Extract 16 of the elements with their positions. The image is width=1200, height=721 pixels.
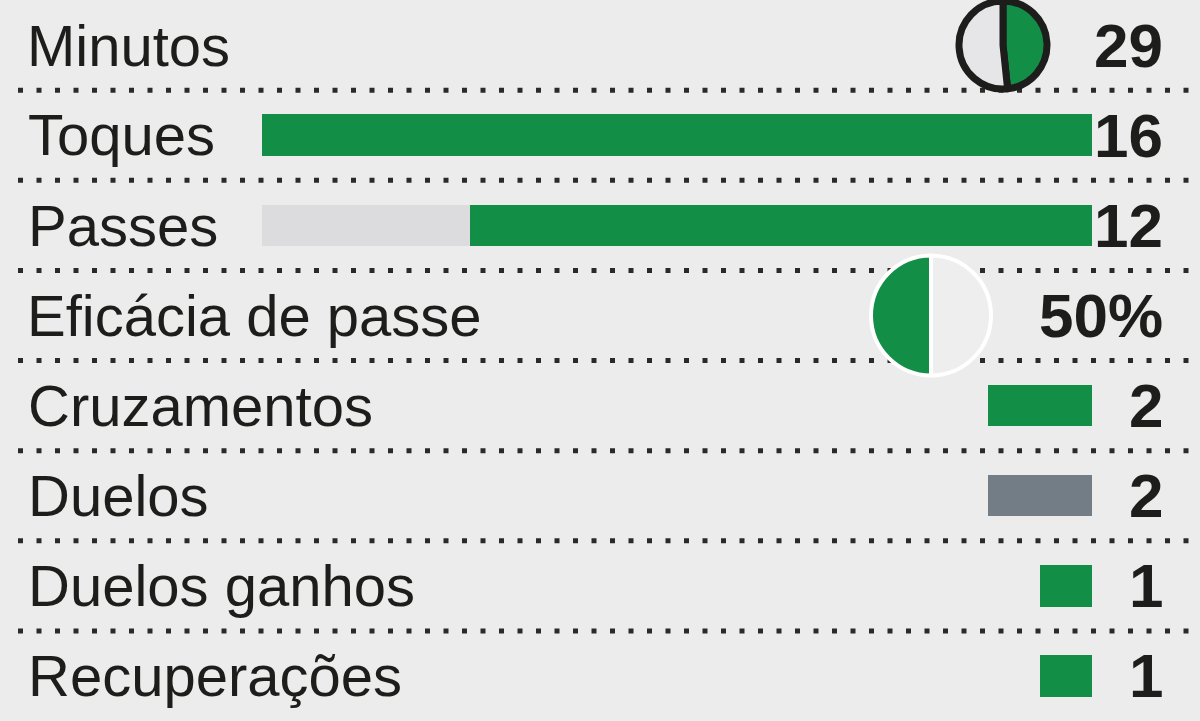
text: 50% (1039, 281, 1164, 350)
data-label: 29 (1094, 11, 1163, 80)
y-tick-label: Passes (28, 192, 219, 258)
y-tick-label: Recuperações (28, 643, 402, 709)
y-tick-label: Toques (28, 102, 216, 168)
data-label: 16 (1094, 101, 1163, 170)
y-tick-label: Cruzamentos (28, 372, 373, 438)
data-label: 12 (1094, 191, 1163, 260)
data-label: 1 (1129, 641, 1164, 710)
y-tick-label: Duelos (28, 462, 209, 528)
data-label: 2 (1129, 371, 1164, 440)
data-label: 2 (1129, 461, 1164, 530)
text: Minutos (27, 13, 231, 78)
data-label: 1 (1129, 551, 1164, 620)
text: Eficácia de passe (27, 283, 482, 348)
y-tick-label: Duelos ganhos (28, 553, 415, 619)
